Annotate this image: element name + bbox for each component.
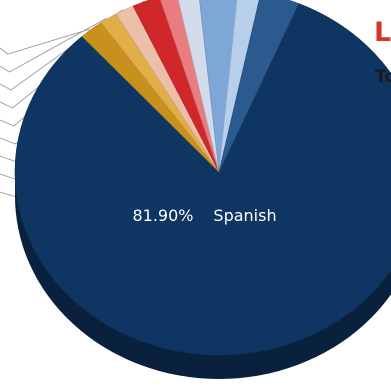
- pie-slice-spanish: [14, 3, 391, 356]
- leader-line-slice-3: [0, 17, 107, 73]
- page-title: L: [374, 17, 391, 48]
- pie-labels: 81.90% Spanish: [132, 206, 276, 225]
- page-subtitle: To: [375, 67, 391, 87]
- pie-slices: [14, 0, 391, 356]
- pie-slice-slice-7: [178, 0, 220, 173]
- pie-slice-slice-8: [199, 0, 238, 173]
- pie-slice-slice-5: [132, 0, 220, 173]
- slice-label-spanish-name: Spanish: [213, 206, 276, 225]
- leader-line-slice-2: [0, 28, 90, 55]
- pie-slice-slice-10: [218, 0, 300, 173]
- pie-slice-slice-9: [218, 0, 260, 173]
- slice-label-spanish-percent: 81.90%: [132, 206, 193, 225]
